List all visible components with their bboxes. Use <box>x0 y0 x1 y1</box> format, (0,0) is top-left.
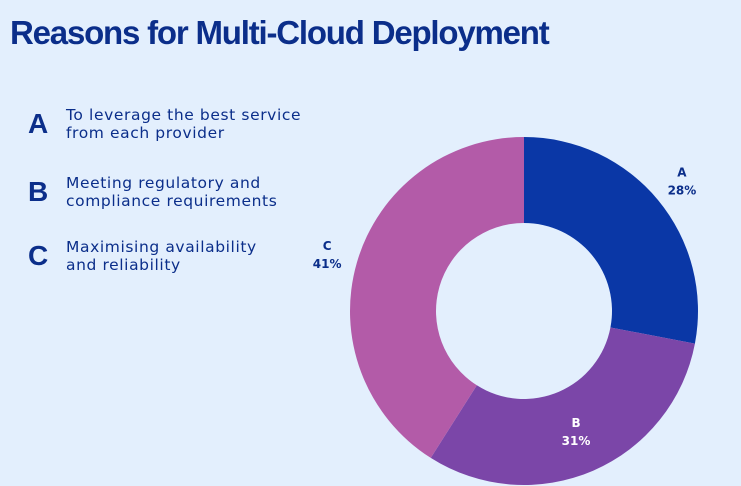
data-label-percent: 28% <box>668 183 697 197</box>
legend-line: and reliability <box>66 256 181 274</box>
legend-text: Meeting regulatory and compliance require… <box>66 174 356 210</box>
legend-letter: B <box>28 176 49 207</box>
slice-a <box>524 137 698 344</box>
chart-title: Reasons for Multi-Cloud Deployment <box>10 14 550 51</box>
legend-line: To leverage the best service <box>66 106 302 124</box>
data-label-letter: C <box>323 239 332 253</box>
data-label-percent: 41% <box>313 257 342 271</box>
legend-line: Meeting regulatory and <box>66 174 261 192</box>
slice-c <box>349 137 524 458</box>
legend-letter: A <box>28 108 49 139</box>
legend-letter: C <box>28 240 49 271</box>
legend-line: from each provider <box>66 124 225 142</box>
legend-text: Maximising availability and reliability <box>66 238 356 274</box>
legend-text: To leverage the best service from each pr… <box>66 106 356 142</box>
data-label-percent: 31% <box>562 434 591 448</box>
slice-b <box>430 327 695 485</box>
data-label-letter: B <box>571 416 580 430</box>
legend-line: Maximising availability <box>66 238 257 256</box>
data-label-letter: A <box>677 165 687 179</box>
legend-line: compliance requirements <box>66 192 278 210</box>
